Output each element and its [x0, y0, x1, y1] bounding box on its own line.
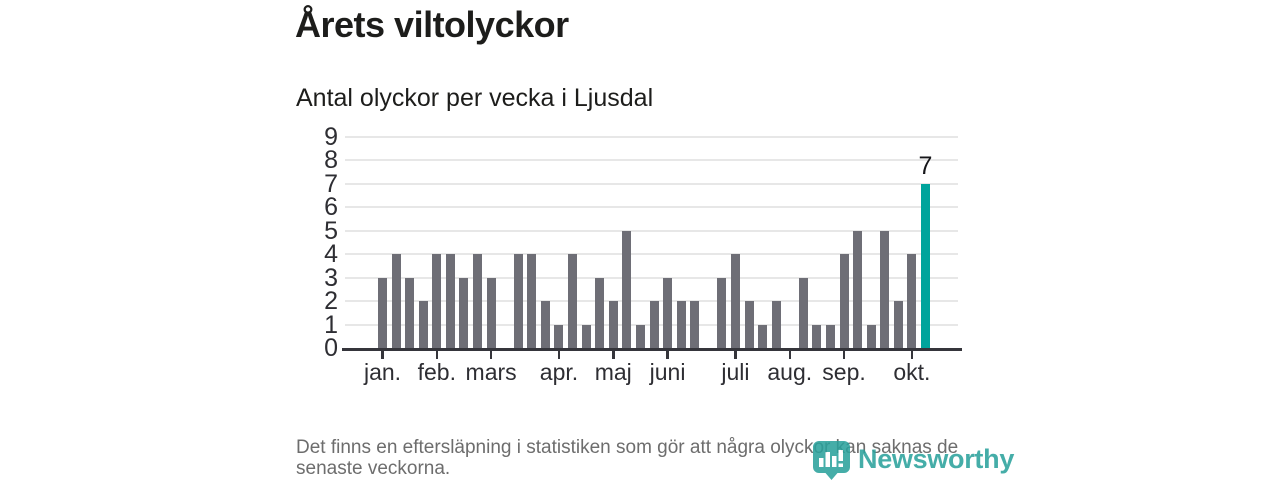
chart-subtitle: Antal olyckor per vecka i Ljusdal [296, 84, 654, 112]
bar-week [744, 301, 754, 348]
bar-week [866, 324, 876, 348]
y-axis-label: 2 [324, 287, 338, 316]
bar-week [473, 254, 483, 348]
x-axis-month-label: sep. [822, 359, 866, 385]
y-axis-label: 7 [324, 169, 338, 198]
x-axis-tick [489, 351, 493, 359]
bar-week [608, 301, 618, 348]
bar-week-highlighted [921, 183, 930, 348]
x-axis-tick [842, 351, 846, 359]
bar-week [690, 301, 700, 348]
bar-week [445, 254, 455, 348]
bar-week [622, 230, 632, 348]
footer-note: Det finns en eftersläpning i statistiken… [296, 437, 959, 479]
bar-week [595, 277, 605, 348]
bar-week [893, 301, 903, 348]
x-axis-month-label: apr. [539, 359, 579, 385]
x-axis-month-label: juni [649, 359, 686, 385]
bar-week [771, 301, 781, 348]
bar-week [798, 277, 808, 348]
bar-week [812, 324, 822, 348]
y-axis-label: 3 [324, 263, 338, 292]
newsworthy-logo[interactable]: Newsworthy [811, 438, 1014, 480]
bar-week [391, 254, 401, 348]
bar-week [663, 277, 673, 348]
x-axis-tick [734, 351, 737, 359]
bar-value-label: 7 [918, 151, 933, 180]
bar-week [649, 301, 659, 348]
bar-week [568, 254, 578, 348]
bar-week [540, 301, 550, 348]
gridline [345, 206, 958, 209]
x-axis-tick [910, 351, 914, 359]
chart-card: Årets viltolyckor Antal olyckor per veck… [295, 0, 1014, 480]
gridline [345, 276, 958, 279]
bar-week [730, 254, 740, 348]
bar-week [581, 324, 591, 348]
y-axis-label: 0 [324, 334, 338, 362]
chart-title: Årets viltolyckor [295, 4, 569, 45]
gridline [345, 136, 958, 139]
gridline [345, 229, 958, 232]
bar-week [459, 277, 469, 348]
bar-week [635, 324, 645, 348]
x-axis-tick [612, 351, 615, 359]
bar-week [405, 277, 415, 348]
y-axis-label: 6 [324, 193, 338, 222]
x-axis-month-label: feb. [417, 359, 456, 385]
x-axis-month-label: jan. [363, 359, 402, 385]
bar-week [758, 324, 768, 348]
bar-week [378, 277, 387, 348]
bar-week [839, 254, 849, 348]
bar-week [554, 324, 564, 348]
bar-week [676, 301, 686, 348]
x-axis-month-label: aug. [767, 359, 813, 385]
gridline [345, 159, 958, 162]
bar-week [717, 277, 727, 348]
newsworthy-pin-barchart-icon [813, 440, 850, 480]
x-axis-tick [557, 351, 561, 359]
x-axis-tick [435, 351, 439, 359]
x-axis-month-label: mars [465, 359, 517, 385]
bar-week [513, 254, 523, 348]
x-axis-tick [666, 351, 669, 359]
y-axis-label: 9 [324, 123, 338, 152]
y-axis-label: 5 [324, 216, 338, 245]
y-axis-label: 1 [324, 310, 338, 339]
bar-week [853, 230, 863, 348]
bar-week [432, 254, 442, 348]
bar-week [418, 301, 428, 348]
newsworthy-wordmark: Newsworthy [858, 443, 1015, 474]
bar-week [880, 230, 890, 348]
x-axis-month-label: okt. [893, 359, 931, 385]
bar-week [825, 324, 835, 348]
x-axis-line [342, 348, 962, 351]
x-axis-tick [788, 351, 791, 359]
gridline [345, 182, 958, 185]
bar-week [907, 254, 917, 348]
bar-week [527, 254, 537, 348]
y-axis-label: 8 [324, 146, 338, 175]
x-axis-tick [381, 351, 384, 359]
x-axis-month-label: juli [721, 359, 750, 385]
gridline [345, 253, 958, 256]
y-axis-label: 4 [324, 240, 338, 269]
chart-area: 0 1 2 3 4 5 6 7 8 9 jan. feb. mars apr. maj juni juli aug… [295, 0, 985, 400]
bar-week [486, 277, 496, 348]
x-axis-month-label: maj [594, 359, 632, 385]
